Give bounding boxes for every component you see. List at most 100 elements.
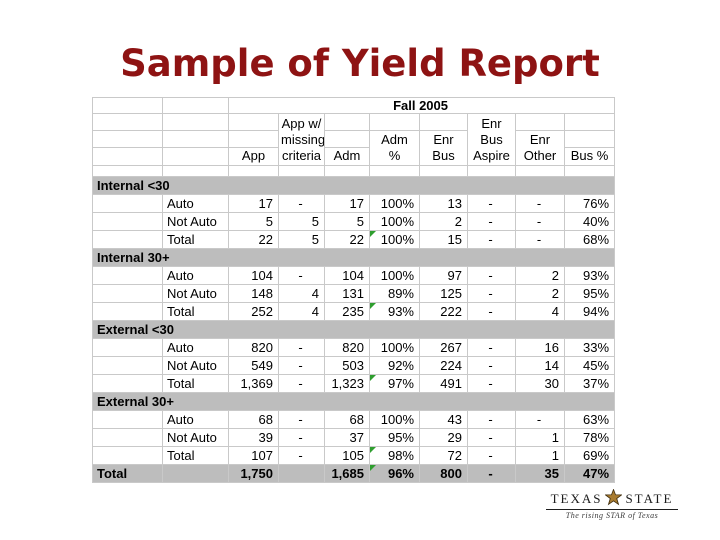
cell-enr-bus: 97 bbox=[419, 266, 468, 285]
cell-adm: 503 bbox=[324, 356, 370, 375]
empty-cell bbox=[228, 113, 279, 131]
yield-report-table: Fall 2005 App w/ missing criteria Enr Bu… bbox=[91, 97, 616, 483]
cell-adm: 131 bbox=[324, 284, 370, 303]
cell-app-missing: - bbox=[278, 338, 325, 357]
logo-wordmark: TEXAS STATE bbox=[546, 489, 678, 510]
empty-cell bbox=[162, 113, 229, 131]
cell-app: 68 bbox=[228, 410, 279, 429]
header-row-3: App Adm Bus % bbox=[92, 147, 616, 166]
cell-bus-pct: 45% bbox=[563, 356, 616, 375]
section-header-row: External 30+ bbox=[91, 392, 616, 411]
cell-enr-bus-aspire: - bbox=[467, 356, 516, 375]
cell-app-missing: 4 bbox=[278, 284, 325, 303]
table-row: Auto 820 - 820 100% 267 - 16 33% bbox=[92, 338, 616, 357]
cell-app: 148 bbox=[228, 284, 279, 303]
section-spacer-cell bbox=[92, 266, 163, 285]
cell-bus-pct: 68% bbox=[563, 230, 616, 249]
cell-app: 252 bbox=[228, 302, 279, 321]
logo-word-left: TEXAS bbox=[550, 490, 603, 506]
empty-cell bbox=[563, 130, 616, 148]
cell-bus-pct: 33% bbox=[563, 338, 616, 357]
empty-cell bbox=[92, 113, 163, 131]
col-header-adm-pct: Adm % bbox=[369, 130, 420, 166]
empty-cell bbox=[92, 97, 163, 114]
cell-app-missing: - bbox=[278, 266, 325, 285]
spacer-row bbox=[92, 165, 616, 177]
cell-adm-pct: 100% bbox=[369, 410, 420, 429]
cell-enr-bus-aspire: - bbox=[467, 266, 516, 285]
section-label: Internal <30 bbox=[91, 176, 616, 195]
cell-adm: 5 bbox=[324, 212, 370, 231]
row-label: Auto bbox=[162, 194, 229, 213]
section-spacer-cell bbox=[92, 446, 163, 465]
cell-enr-bus: 13 bbox=[419, 194, 468, 213]
empty-cell bbox=[467, 165, 516, 177]
cell-adm: 820 bbox=[324, 338, 370, 357]
cell-adm-pct: 97% bbox=[369, 374, 420, 393]
cell-app: 1,369 bbox=[228, 374, 279, 393]
cell-enr-other: 4 bbox=[515, 302, 565, 321]
table-row: Not Auto 148 4 131 89% 125 - 2 95% bbox=[92, 284, 616, 303]
slide-title: Sample of Yield Report bbox=[120, 42, 600, 85]
cell-app: 5 bbox=[228, 212, 279, 231]
cell-app-missing: 5 bbox=[278, 212, 325, 231]
section-header-row: External <30 bbox=[91, 320, 616, 339]
col-header-app-missing: App w/ missing criteria bbox=[278, 113, 325, 166]
empty-cell bbox=[228, 165, 279, 177]
cell-enr-other: - bbox=[515, 230, 565, 249]
cell-bus-pct: 78% bbox=[563, 428, 616, 447]
table-row: Total 22 5 22 100% 15 - - 68% bbox=[92, 230, 616, 249]
cell-enr-other: 16 bbox=[515, 338, 565, 357]
cell-bus-pct: 69% bbox=[563, 446, 616, 465]
header-row-2: Adm % Enr Bus Enr Other bbox=[92, 130, 616, 166]
table-row: Not Auto 39 - 37 95% 29 - 1 78% bbox=[92, 428, 616, 447]
cell-adm: 17 bbox=[324, 194, 370, 213]
table-row: Auto 17 - 17 100% 13 - - 76% bbox=[92, 194, 616, 213]
cell-app: 549 bbox=[228, 356, 279, 375]
row-label: Total bbox=[162, 446, 229, 465]
period-header-cell: Fall 2005 bbox=[227, 97, 616, 114]
cell-enr-bus: 72 bbox=[419, 446, 468, 465]
cell-bus-pct: 94% bbox=[563, 302, 616, 321]
col-header-enr-bus: Enr Bus bbox=[419, 130, 468, 166]
cell-bus-pct: 95% bbox=[563, 284, 616, 303]
cell-enr-bus: 125 bbox=[419, 284, 468, 303]
cell-enr-bus-aspire: - bbox=[467, 428, 516, 447]
section-spacer-cell bbox=[92, 428, 163, 447]
row-label: Auto bbox=[162, 266, 229, 285]
empty-cell bbox=[369, 165, 420, 177]
cell-enr-bus: 222 bbox=[419, 302, 468, 321]
row-label: Auto bbox=[162, 338, 229, 357]
cell-adm-pct: 89% bbox=[369, 284, 420, 303]
empty-cell bbox=[515, 165, 565, 177]
row-label bbox=[162, 464, 229, 483]
cell-app: 107 bbox=[228, 446, 279, 465]
cell-bus-pct: 40% bbox=[563, 212, 616, 231]
cell-enr-bus: 267 bbox=[419, 338, 468, 357]
col-header-adm: Adm bbox=[324, 147, 370, 166]
cell-app: 104 bbox=[228, 266, 279, 285]
empty-cell bbox=[92, 147, 163, 166]
empty-cell bbox=[162, 97, 229, 114]
section-header-row: Internal <30 bbox=[91, 176, 616, 195]
cell-bus-pct: 76% bbox=[563, 194, 616, 213]
cell-enr-bus: 15 bbox=[419, 230, 468, 249]
star-icon bbox=[605, 489, 623, 506]
cell-enr-bus-aspire: - bbox=[467, 284, 516, 303]
cell-enr-bus-aspire: - bbox=[467, 374, 516, 393]
row-label: Not Auto bbox=[162, 284, 229, 303]
excel-error-flag-icon bbox=[370, 375, 376, 381]
cell-enr-bus: 491 bbox=[419, 374, 468, 393]
table-row: Total 1,369 - 1,323 97% 491 - 30 37% bbox=[92, 374, 616, 393]
cell-enr-other: 30 bbox=[515, 374, 565, 393]
cell-adm-pct: 93% bbox=[369, 302, 420, 321]
cell-adm-pct: 95% bbox=[369, 428, 420, 447]
cell-enr-bus-aspire: - bbox=[467, 464, 516, 483]
cell-enr-bus-aspire: - bbox=[467, 230, 516, 249]
row-label: Not Auto bbox=[162, 428, 229, 447]
cell-app-missing: - bbox=[278, 374, 325, 393]
cell-app-missing: - bbox=[278, 410, 325, 429]
row-label: Not Auto bbox=[162, 212, 229, 231]
empty-cell bbox=[278, 165, 325, 177]
table-header: Fall 2005 App w/ missing criteria Enr Bu… bbox=[92, 97, 616, 177]
